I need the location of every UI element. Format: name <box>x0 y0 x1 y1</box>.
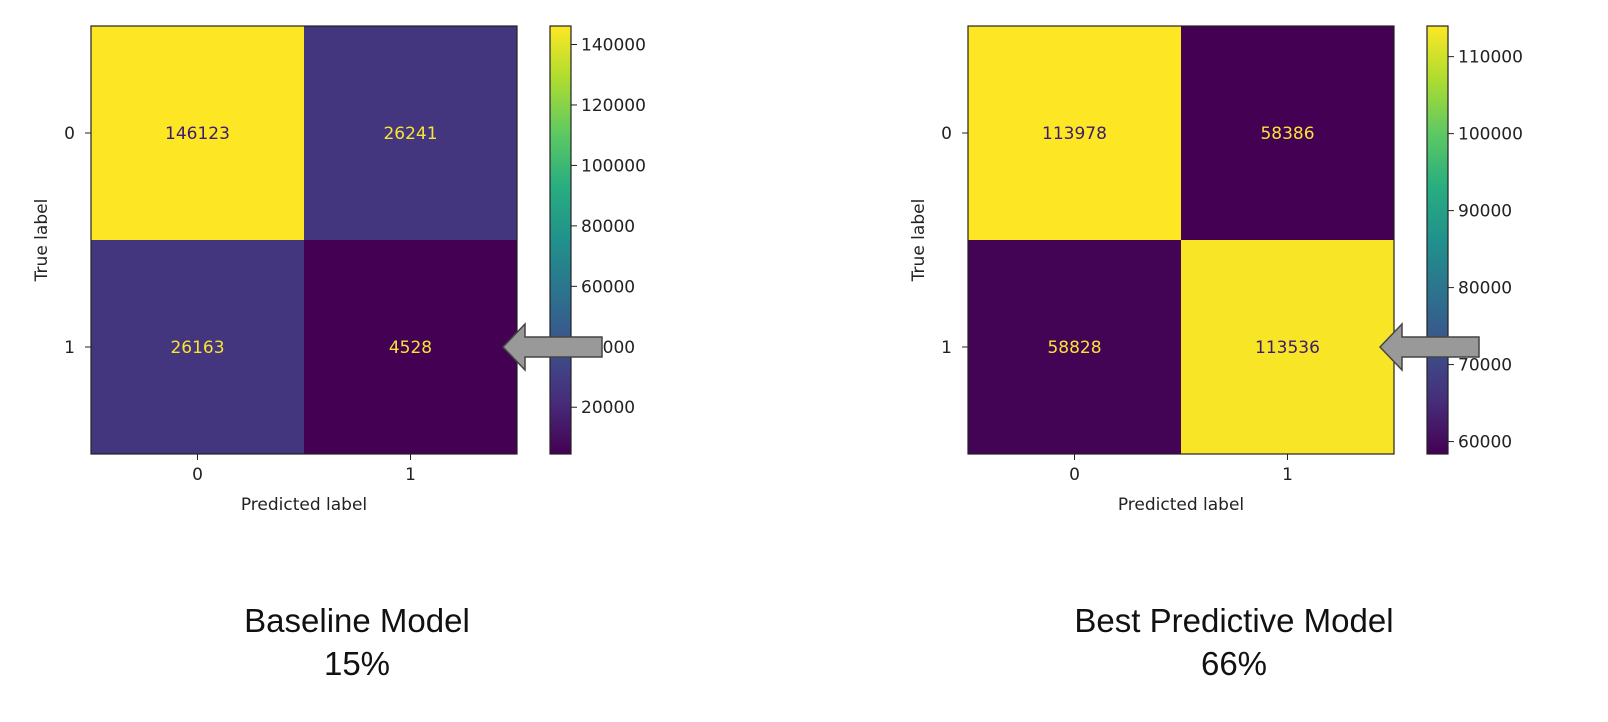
colorbar-tick-label: 80000 <box>1458 279 1512 299</box>
cell-value-0-1: 58386 <box>1260 124 1314 144</box>
matrix-cell-0-1 <box>1181 26 1394 240</box>
colorbar-tick-label: 100000 <box>581 156 646 176</box>
cell-value-1-0: 58828 <box>1047 338 1101 358</box>
cell-value-0-0: 146123 <box>165 124 230 144</box>
baseline-caption-name: Baseline Model <box>244 602 470 639</box>
matrix-cell-1-1 <box>304 240 517 454</box>
best-model-confusion-matrix: 113978 58386 58828 113536 0 1 0 1 Predicted labe… <box>909 25 1523 515</box>
best-model-caption-score: 66% <box>1201 645 1267 682</box>
y-axis-title: True label <box>32 199 52 283</box>
y-tick-label: 0 <box>64 124 75 144</box>
cell-value-1-1: 4528 <box>389 338 432 358</box>
best-model-caption-name: Best Predictive Model <box>1074 602 1393 639</box>
colorbar-tick-label: 80000 <box>581 217 635 237</box>
pointer-arrow-icon <box>1378 322 1480 372</box>
colorbar-tick-label: 110000 <box>1458 48 1523 68</box>
cell-value-1-1: 113536 <box>1255 338 1320 358</box>
x-tick-label: 1 <box>405 465 416 485</box>
cell-value-1-0: 26163 <box>170 338 224 358</box>
best-model-caption: Best Predictive Model 66% <box>1074 602 1393 682</box>
colorbar-tick-label: 120000 <box>581 96 646 116</box>
baseline-caption: Baseline Model 15% <box>244 602 470 682</box>
colorbar-tick-label: 70000 <box>1458 356 1512 376</box>
cell-value-0-1: 26241 <box>383 124 437 144</box>
y-axis-title: True label <box>909 199 929 283</box>
baseline-caption-score: 15% <box>324 645 390 682</box>
colorbar <box>1426 25 1449 455</box>
colorbar-tick-label: 60000 <box>1458 433 1512 453</box>
colorbar-tick-label: 140000 <box>581 36 646 56</box>
matrix-cell-1-0 <box>91 240 304 454</box>
baseline-confusion-matrix: 146123 26241 26163 4528 0 1 0 1 Predicted label T… <box>32 25 646 515</box>
x-tick-label: 1 <box>1282 465 1293 485</box>
matrix-cell-0-0 <box>968 26 1181 240</box>
cell-value-0-0: 113978 <box>1042 124 1107 144</box>
x-tick-label: 0 <box>1069 465 1080 485</box>
colorbar-tick-label: 20000 <box>581 398 635 418</box>
matrix-cell-0-0 <box>91 26 304 240</box>
matrix-cell-1-0 <box>968 240 1181 454</box>
y-tick-label: 1 <box>941 338 952 358</box>
y-tick-label: 0 <box>941 124 952 144</box>
matrix-frame <box>967 25 1395 455</box>
pointer-arrow-icon <box>501 322 603 372</box>
matrix-cell-1-1 <box>1181 240 1394 454</box>
matrix-cell-0-1 <box>304 26 517 240</box>
colorbar-tick-label: 60000 <box>581 277 635 297</box>
x-axis-title: Predicted label <box>241 495 367 515</box>
colorbar-tick-label: 100000 <box>1458 125 1523 145</box>
y-tick-label: 1 <box>64 338 75 358</box>
colorbar <box>549 25 572 455</box>
colorbar-tick-label: 90000 <box>1458 202 1512 222</box>
matrix-frame <box>90 25 518 455</box>
x-axis-title: Predicted label <box>1118 495 1244 515</box>
x-tick-label: 0 <box>192 465 203 485</box>
